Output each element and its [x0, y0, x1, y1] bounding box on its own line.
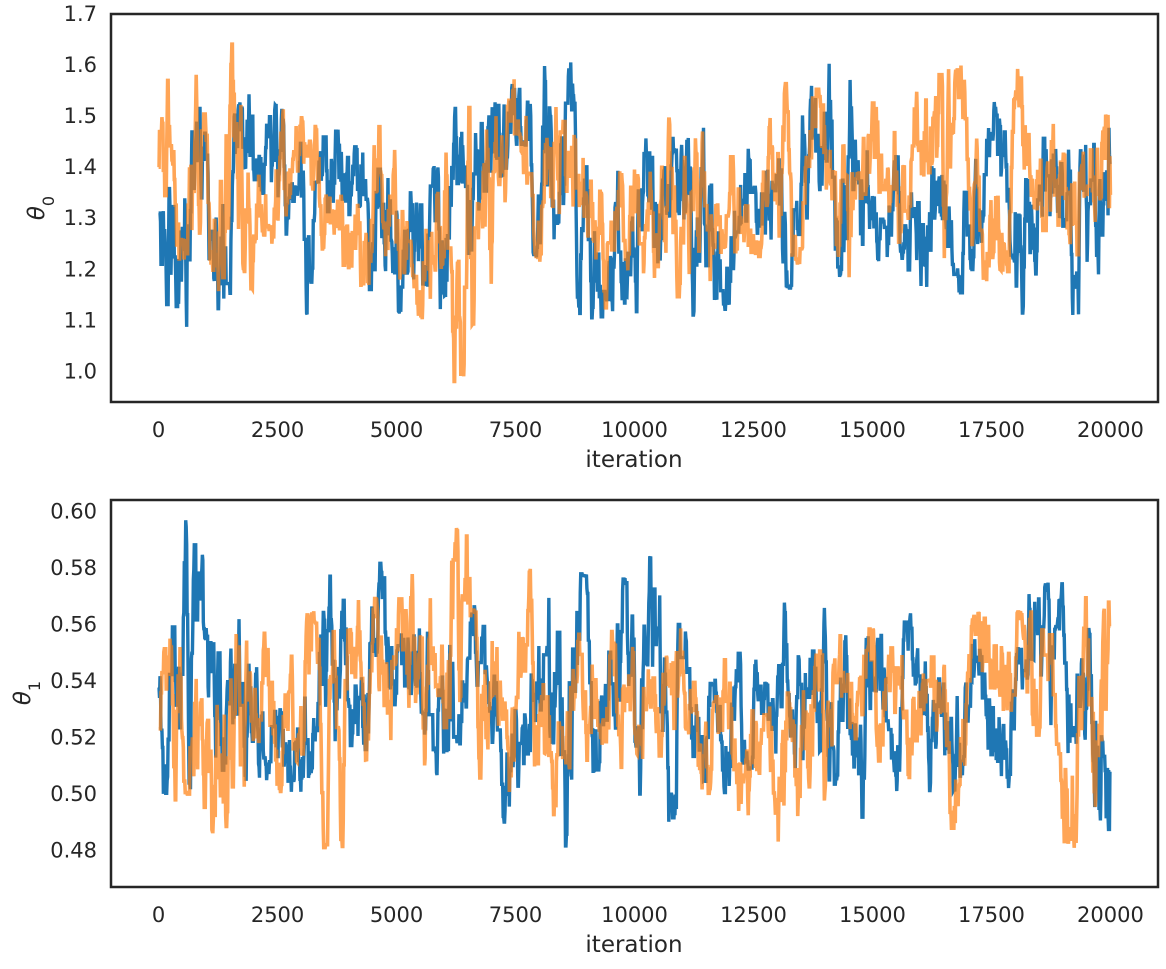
theta1-ylabel-symbol: θ — [10, 691, 36, 705]
theta1-x-ticks: 0 2500 5000 7500 10000 12500 15000 17500 20000 — [152, 903, 1144, 927]
trace-line-series-1 — [157, 42, 1113, 384]
x-tick-label: 0 — [152, 418, 165, 442]
x-tick-label: 2500 — [251, 903, 304, 927]
x-tick-label: 12500 — [720, 418, 787, 442]
theta1-ylabel-subscript: 1 — [25, 681, 44, 691]
y-tick-label: 1.2 — [64, 257, 97, 281]
y-tick-label: 0.54 — [50, 669, 97, 693]
x-tick-label: 5000 — [370, 903, 423, 927]
x-tick-label: 20000 — [1077, 903, 1144, 927]
y-tick-label: 0.50 — [50, 782, 97, 806]
y-tick-label: 0.48 — [50, 838, 97, 862]
x-tick-label: 15000 — [839, 903, 906, 927]
x-tick-label: 10000 — [601, 903, 668, 927]
theta0-ylabel-symbol: θ — [24, 206, 50, 220]
theta0-x-ticks: 0 2500 5000 7500 10000 12500 15000 17500 20000 — [152, 418, 1144, 442]
theta0-axes-frame — [109, 12, 1160, 404]
theta1-axes-frame — [109, 498, 1160, 889]
y-tick-label: 1.0 — [64, 359, 97, 383]
theta1-trace-panel: 0.48 0.50 0.52 0.54 0.56 0.58 0.60 0 2500 5000 75… — [10, 498, 1160, 958]
theta1-x-axis-label: iteration — [585, 932, 682, 958]
theta1-y-ticks: 0.48 0.50 0.52 0.54 0.56 0.58 0.60 — [50, 499, 97, 862]
theta0-series-layer — [157, 42, 1113, 384]
theta0-trace-panel: 1.0 1.1 1.2 1.3 1.4 1.5 1.6 1.7 0 2500 5000 7500 10… — [24, 2, 1160, 473]
x-tick-label: 20000 — [1077, 418, 1144, 442]
x-tick-label: 7500 — [489, 418, 542, 442]
x-tick-label: 0 — [152, 903, 165, 927]
y-tick-label: 1.3 — [64, 206, 97, 230]
y-tick-label: 1.1 — [64, 308, 97, 332]
x-tick-label: 17500 — [958, 903, 1025, 927]
trace-line-series-1 — [158, 527, 1112, 850]
x-tick-label: 15000 — [839, 418, 906, 442]
y-tick-label: 1.5 — [64, 104, 97, 128]
y-tick-label: 1.6 — [64, 53, 97, 77]
y-tick-label: 0.52 — [50, 725, 97, 749]
theta1-y-axis-label: θ1 — [10, 681, 44, 705]
theta0-x-axis-label: iteration — [585, 447, 682, 473]
y-tick-label: 0.58 — [50, 556, 97, 580]
theta0-y-axis-label: θ0 — [24, 196, 58, 220]
y-tick-label: 1.7 — [64, 2, 97, 26]
y-tick-label: 0.60 — [50, 499, 97, 523]
x-tick-label: 12500 — [720, 903, 787, 927]
theta0-ylabel-subscript: 0 — [39, 196, 58, 206]
y-tick-label: 1.4 — [64, 155, 97, 179]
x-tick-label: 17500 — [958, 418, 1025, 442]
theta1-series-layer — [157, 520, 1112, 850]
theta0-y-ticks: 1.0 1.1 1.2 1.3 1.4 1.5 1.6 1.7 — [64, 2, 97, 383]
x-tick-label: 10000 — [601, 418, 668, 442]
x-tick-label: 2500 — [251, 418, 304, 442]
y-tick-label: 0.56 — [50, 612, 97, 636]
x-tick-label: 7500 — [489, 903, 542, 927]
x-tick-label: 5000 — [370, 418, 423, 442]
